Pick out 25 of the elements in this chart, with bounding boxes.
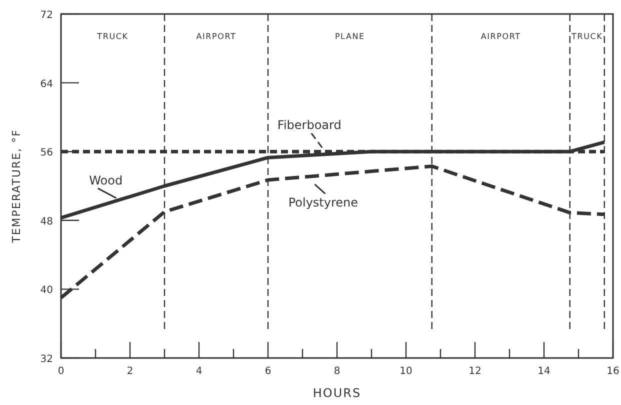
y-tick-label: 56 — [40, 148, 53, 159]
y-tick-label: 64 — [40, 78, 53, 90]
x-tick-label: 2 — [126, 366, 134, 377]
legend-label: Polystyrene — [288, 196, 358, 210]
x-tick-label: 16 — [606, 366, 620, 377]
x-axis-title: HOURS — [312, 386, 362, 400]
annotation: AIRPORT — [196, 32, 236, 41]
y-tick-label: 72 — [40, 10, 53, 21]
y-axis-title: TEMPERATURE, °F — [10, 129, 23, 244]
x-tick-label: 14 — [538, 366, 550, 377]
series-label: Wood — [89, 173, 123, 188]
annotation: AIRPORT — [480, 32, 521, 41]
annotation: PLANE — [334, 32, 365, 41]
x-tick-label: 12 — [468, 366, 482, 377]
y-tick-label: 48 — [40, 216, 53, 228]
x-tick-label: 4 — [196, 366, 202, 377]
y-tick-label: 32 — [40, 354, 53, 365]
x-tick-label: 8 — [334, 366, 340, 377]
series-label: Fiberboard — [277, 118, 342, 132]
annotation: TRUCK — [96, 32, 128, 41]
x-tick-label: 10 — [400, 366, 412, 377]
annotation: TRUCK — [570, 32, 603, 41]
x-tick-label: 0 — [58, 366, 64, 377]
x-tick-label: 6 — [264, 366, 272, 377]
y-tick-label: 40 — [40, 285, 53, 296]
